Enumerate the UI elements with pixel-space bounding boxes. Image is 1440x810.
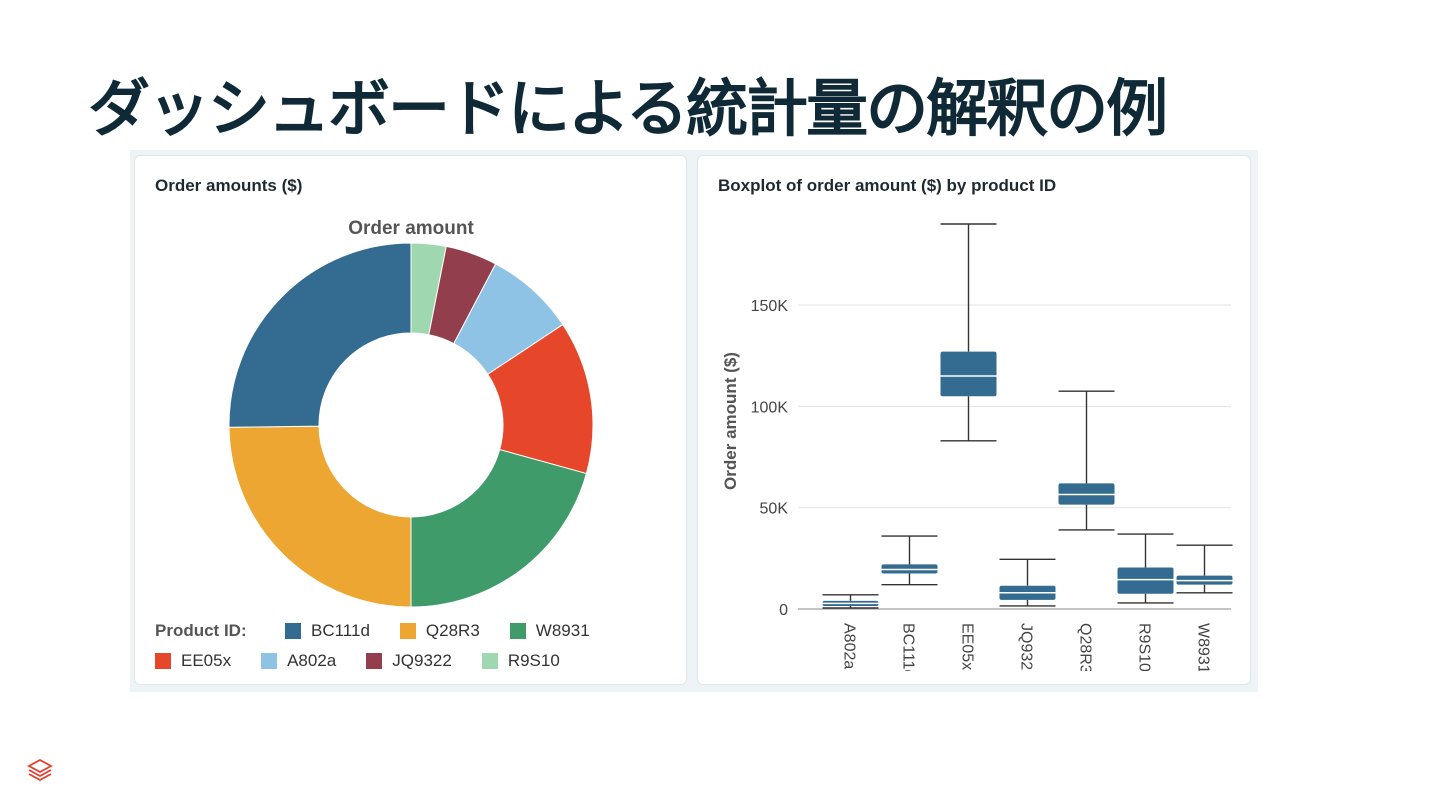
box-iqr: [1117, 567, 1174, 594]
legend-swatch: [399, 623, 416, 639]
legend-label: JQ9322: [392, 651, 452, 670]
x-tick-label-R9S10: R9S10: [1136, 623, 1153, 672]
donut-slice-W8931[interactable]: [410, 448, 588, 608]
legend-row: Product ID: BC111d Q28R3 W8931: [155, 616, 675, 646]
legend-title: Product ID:: [155, 621, 247, 640]
legend-label: BC111d: [311, 621, 370, 640]
donut-chart: Order amount: [228, 218, 594, 608]
legend-item-W8931[interactable]: W8931: [509, 621, 590, 641]
legend-label: R9S10: [507, 651, 560, 670]
legend-swatch: [285, 623, 301, 639]
x-tick-label-BC111d: BC111d: [900, 623, 917, 678]
box-JQ9322[interactable]: [999, 558, 1056, 607]
box-iqr: [940, 351, 997, 397]
donut-slice-BC111d[interactable]: [228, 242, 412, 428]
y-tick-label: 50K: [760, 501, 789, 518]
slide-title: ダッシュボードによる統計量の解釈の例: [88, 72, 1168, 145]
legend-label: A802a: [287, 651, 337, 670]
legend-label: EE05x: [181, 651, 232, 670]
databricks-logo-icon: [27, 758, 53, 782]
x-tick-label-A802a: A802a: [841, 623, 858, 669]
legend-item-Q28R3[interactable]: Q28R3: [399, 621, 480, 641]
x-tick-label-Q28R3: Q28R3: [1077, 623, 1094, 674]
x-tick-label-EE05x: EE05x: [959, 623, 976, 670]
legend-swatch: [261, 653, 278, 669]
legend-swatch: [481, 653, 498, 669]
legend-item-A802a[interactable]: A802a: [261, 651, 336, 671]
box-Q28R3[interactable]: [1058, 390, 1115, 531]
box-BC111d[interactable]: [881, 535, 938, 586]
legend-item-JQ9322[interactable]: JQ9322: [366, 651, 452, 671]
x-tick-label-JQ9322: JQ9322: [1018, 623, 1035, 679]
boxplot-panel-title: Boxplot of order amount ($) by product I…: [718, 176, 1057, 195]
legend-label: W8931: [535, 621, 590, 640]
legend-item-BC111d[interactable]: BC111d: [285, 621, 370, 641]
dashboard-area: Order amounts ($) Order amount Product I…: [130, 150, 1258, 692]
y-tick-label: 150K: [751, 298, 789, 315]
legend-swatch: [509, 623, 526, 639]
donut-panel-title: Order amounts ($): [155, 176, 303, 195]
box-EE05x[interactable]: [940, 223, 997, 442]
donut-legend: Product ID: BC111d Q28R3 W8931 EE05x A802a JQ9…: [155, 616, 675, 676]
x-tick-label-W8931: W8931: [1195, 623, 1212, 674]
legend-row: EE05x A802a JQ9322 R9S10: [155, 646, 675, 676]
donut-chart-title: Order amount: [348, 218, 474, 239]
boxplot-y-axis-label: Order amount ($): [721, 352, 740, 490]
box-R9S10[interactable]: [1117, 533, 1174, 604]
y-tick-label: 100K: [751, 399, 789, 416]
legend-label: Q28R3: [425, 621, 480, 640]
boxplot-panel: Boxplot of order amount ($) by product I…: [697, 155, 1251, 685]
legend-swatch: [366, 653, 383, 669]
box-A802a[interactable]: [822, 594, 879, 609]
legend-item-R9S10[interactable]: R9S10: [481, 651, 560, 671]
legend-item-EE05x[interactable]: EE05x: [155, 651, 231, 671]
donut-chart-panel: Order amounts ($) Order amount Product I…: [134, 155, 687, 685]
box-W8931[interactable]: [1176, 544, 1233, 594]
legend-swatch: [155, 653, 171, 669]
boxplot-chart: 0 50K 100K 150K A802a BC111d EE05x JQ9322 Q28R3…: [721, 223, 1233, 679]
y-tick-label: 0: [779, 602, 788, 619]
donut-slice-Q28R3[interactable]: [228, 425, 412, 608]
